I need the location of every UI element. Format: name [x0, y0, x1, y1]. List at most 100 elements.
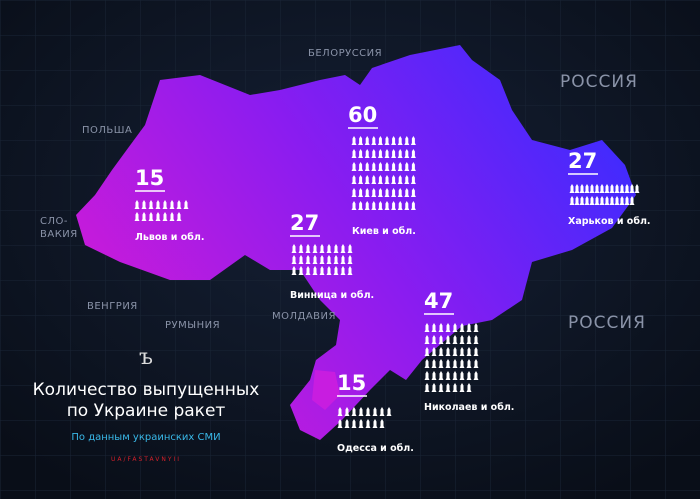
rocket-icon [358, 162, 364, 171]
rocket-icon [574, 196, 580, 205]
rocket-icon [459, 335, 465, 344]
rocket-icon [574, 184, 580, 193]
rocket-icon [298, 244, 304, 253]
rocket-icon [183, 200, 189, 209]
rocket-icon [397, 149, 403, 158]
rocket-icon [424, 371, 430, 380]
odesa-shape [312, 370, 340, 410]
country-label: РОССИЯ [568, 313, 646, 333]
rocket-icon [431, 383, 437, 392]
rocket-icon [404, 162, 410, 171]
rocket-icon [364, 149, 370, 158]
country-label: РОССИЯ [560, 72, 638, 92]
rocket-icon [624, 196, 630, 205]
rocket-icon [319, 244, 325, 253]
rocket-icon [629, 184, 635, 193]
rocket-icon [141, 200, 147, 209]
region-value: 27 [568, 149, 597, 173]
logo: ъ [139, 345, 153, 370]
rocket-icon [365, 419, 371, 428]
title-line: по Украине ракет [67, 401, 226, 421]
rocket-icon [379, 407, 385, 416]
rocket-icon [305, 266, 311, 275]
rocket-icon [377, 188, 383, 197]
region-label: Львов и обл. [135, 232, 204, 243]
rocket-icon [391, 175, 397, 184]
rocket-icon [371, 201, 377, 210]
rocket-icon [351, 201, 357, 210]
rocket-icon [410, 149, 416, 158]
rocket-icon [424, 347, 430, 356]
rocket-icon [410, 175, 416, 184]
rocket-icon [466, 371, 472, 380]
region-value: 15 [337, 371, 366, 395]
rocket-icon [340, 255, 346, 264]
rocket-icon [377, 162, 383, 171]
country-label: ВАКИЯ [40, 229, 78, 240]
rocket-icon [452, 347, 458, 356]
rocket-icon [424, 335, 430, 344]
rocket-icon [452, 335, 458, 344]
rocket-icon [371, 175, 377, 184]
rocket-icon [424, 359, 430, 368]
rocket-icon [333, 255, 339, 264]
rocket-icon [358, 201, 364, 210]
rocket-icon [609, 196, 615, 205]
rocket-icon [377, 149, 383, 158]
rocket-icon [619, 184, 625, 193]
rocket-icon [384, 149, 390, 158]
rocket-icon [404, 136, 410, 145]
country-label: СЛО- [40, 216, 68, 227]
rocket-icon [569, 196, 575, 205]
rocket-icon [386, 407, 392, 416]
region-value: 47 [424, 289, 453, 313]
rocket-icon [364, 162, 370, 171]
rocket-icon [397, 162, 403, 171]
rocket-icon [319, 255, 325, 264]
rocket-icon [431, 347, 437, 356]
rocket-icon [594, 184, 600, 193]
rocket-icon [291, 244, 297, 253]
country-label: МОЛДАВИЯ [272, 311, 336, 322]
rocket-icon [364, 136, 370, 145]
rocket-icon [629, 196, 635, 205]
rocket-icon [298, 266, 304, 275]
rocket-icon [473, 335, 479, 344]
rocket-icon [379, 419, 385, 428]
rocket-icon [438, 383, 444, 392]
rocket-icon [333, 244, 339, 253]
rocket-icon [584, 196, 590, 205]
rocket-icon [148, 200, 154, 209]
rocket-icon [337, 419, 343, 428]
rocket-icon [584, 184, 590, 193]
rocket-icon [351, 136, 357, 145]
rocket-icon [589, 196, 595, 205]
rocket-icon [466, 323, 472, 332]
rocket-icon [614, 196, 620, 205]
region-label: Винница и обл. [290, 290, 374, 301]
rocket-icon [351, 175, 357, 184]
rocket-icon [431, 323, 437, 332]
rocket-icon [291, 255, 297, 264]
rocket-icon [431, 335, 437, 344]
rocket-icon [452, 383, 458, 392]
rocket-icon [445, 371, 451, 380]
rocket-icon [445, 347, 451, 356]
rocket-icon [162, 200, 168, 209]
rocket-icon [384, 162, 390, 171]
rocket-icon [358, 149, 364, 158]
rocket-icon [614, 184, 620, 193]
rocket-icon [351, 162, 357, 171]
rocket-icon [391, 149, 397, 158]
rocket-icon [377, 201, 383, 210]
country-label: БЕЛОРУССИЯ [308, 48, 382, 59]
rocket-icon [351, 407, 357, 416]
country-label: РУМЫНИЯ [165, 320, 220, 331]
rocket-icon [466, 335, 472, 344]
rocket-icon [438, 347, 444, 356]
rocket-icon [326, 255, 332, 264]
rocket-icon [473, 347, 479, 356]
rocket-icon [604, 184, 610, 193]
rocket-icon [155, 200, 161, 209]
